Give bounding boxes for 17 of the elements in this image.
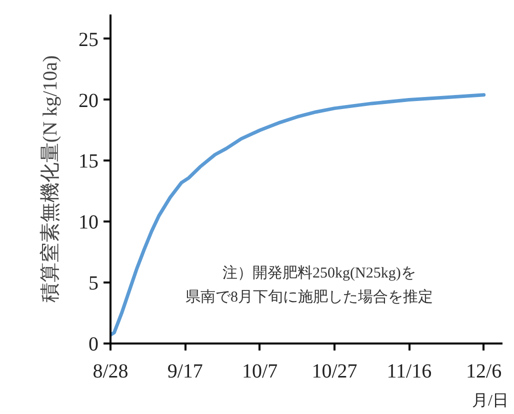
x-tick-label: 10/27 <box>312 360 358 382</box>
line-series <box>110 93 486 337</box>
annotation: 注）開発肥料250kg(N25kg)を <box>222 264 416 282</box>
y-tick-label: 15 <box>78 150 98 173</box>
x-tick-label: 12/6 <box>466 360 502 382</box>
x-tick-label: 11/16 <box>386 360 432 382</box>
y-tick-label: 5 <box>88 272 98 295</box>
x-tick-label: 8/28 <box>92 360 128 382</box>
annotation: 県南で8月下旬に施肥した場合を推定 <box>186 288 433 306</box>
y-tick-label: 0 <box>88 334 98 356</box>
y-tick-label: 10 <box>78 212 98 234</box>
x-axis-title: 月/日 <box>472 392 509 410</box>
x-tick-label: 10/7 <box>242 360 278 382</box>
y-tick-label: 25 <box>78 28 98 51</box>
y-tick-label: 20 <box>78 90 98 112</box>
y-axis-title: 積算窒素無機化量(N kg/10a) <box>40 55 62 303</box>
x-tick-label: 9/17 <box>167 360 203 382</box>
